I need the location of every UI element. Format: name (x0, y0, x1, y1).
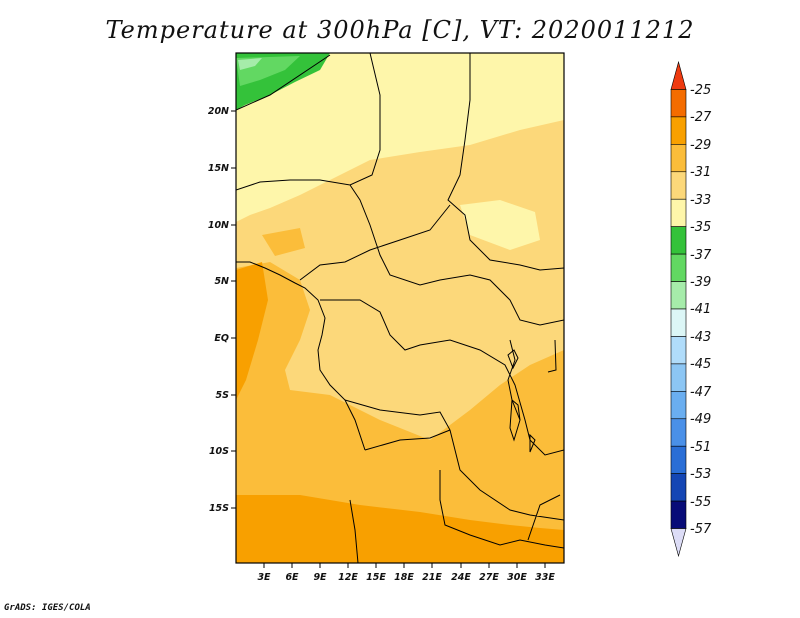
field-minus-41 (238, 58, 262, 70)
country-borders (236, 53, 564, 563)
lon-label: 3E (257, 572, 271, 583)
colorbar-label: -33 (690, 193, 711, 208)
field-minus-35-patch (460, 200, 540, 250)
colorbar-label: -41 (690, 302, 711, 317)
lon-label: 9E (313, 572, 327, 583)
colorbar-swatches (670, 60, 687, 558)
colorbar-swatch (670, 144, 687, 173)
border-lines (236, 53, 564, 563)
colorbar-swatch (670, 473, 687, 502)
lon-label: 6E (285, 572, 299, 583)
colorbar-swatch (670, 253, 687, 282)
field-minus-31-patch (262, 228, 305, 256)
colorbar-swatch (670, 171, 687, 200)
lat-label: 5S (216, 390, 230, 401)
lon-label: 21E (422, 572, 442, 583)
map-title: Temperature at 300hPa [C], VT: 202001121… (105, 16, 695, 44)
lon-label: 24E (451, 572, 471, 583)
colorbar-swatch (670, 391, 687, 420)
colorbar-label: -43 (690, 330, 711, 345)
lon-label: 18E (394, 572, 414, 583)
colorbar-label: -51 (690, 440, 711, 455)
colorbar-swatch (670, 500, 687, 529)
colorbar-swatch (670, 60, 687, 90)
colorbar-swatch (670, 445, 687, 474)
colorbar-swatch (670, 281, 687, 310)
temperature-field (236, 53, 564, 563)
colorbar-label: -25 (690, 83, 711, 98)
field-minus-29-west (236, 262, 268, 400)
lon-axis: 3E 6E 9E 12E 15E 18E 21E 24E 27E 30E 33E (257, 563, 555, 583)
field-minus-29-south (236, 495, 564, 563)
colorbar-label: -45 (690, 357, 711, 372)
lon-label: 27E (479, 572, 499, 583)
lon-label: 12E (338, 572, 358, 583)
colorbar-label: -47 (690, 385, 712, 400)
colorbar-swatch (670, 336, 687, 365)
colorbar-swatch (670, 198, 687, 227)
great-lakes (507, 349, 536, 453)
colorbar-swatch (670, 418, 687, 447)
colorbar-label: -29 (690, 138, 711, 153)
lat-axis: 20N 15N 10N 5N EQ 5S 10S 15S (208, 106, 236, 514)
lat-label: 20N (208, 106, 229, 117)
lon-label: 33E (535, 572, 555, 583)
colorbar-label: -31 (690, 165, 711, 180)
field-minus-31 (236, 262, 564, 563)
colorbar-label: -27 (690, 110, 712, 125)
colorbar-swatch (670, 116, 687, 145)
lat-label: 15S (209, 503, 229, 514)
lat-label: 10N (208, 220, 229, 231)
colorbar-label: -49 (690, 412, 711, 427)
grads-credit: GrADS: IGES/COLA (4, 603, 91, 613)
colorbar-label: -53 (690, 467, 711, 482)
colorbar-label: -35 (690, 220, 711, 235)
colorbar: -25 -27 -29 -31 -33 -35 -37 -39 -41 -43 … (670, 60, 712, 558)
colorbar-label: -55 (690, 495, 711, 510)
lat-label: 15N (208, 163, 229, 174)
colorbar-swatch (670, 226, 687, 255)
lat-label: 5N (214, 276, 229, 287)
lat-label: 10S (209, 446, 229, 457)
colorbar-label: -39 (690, 275, 711, 290)
colorbar-label: -57 (690, 522, 712, 537)
colorbar-swatch (670, 363, 687, 392)
colorbar-swatch (670, 308, 687, 337)
lon-label: 15E (366, 572, 386, 583)
map-frame (235, 52, 565, 564)
colorbar-swatch (670, 89, 687, 118)
lon-label: 30E (507, 572, 527, 583)
coastline-west (236, 261, 366, 451)
colorbar-swatch (670, 528, 687, 558)
lat-label: EQ (214, 333, 229, 344)
colorbar-label: -37 (690, 248, 712, 263)
